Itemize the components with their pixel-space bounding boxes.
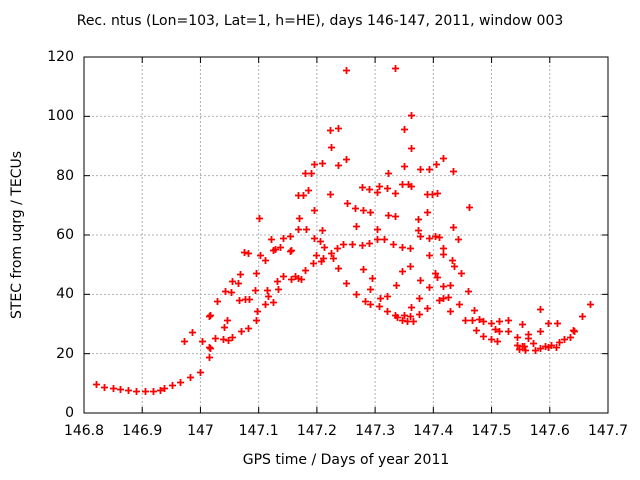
y-tick-label: 20 — [56, 345, 74, 362]
x-tick-label: 146.8 — [63, 423, 105, 439]
y-tick-label: 40 — [56, 286, 74, 303]
x-tick-label: 147.2 — [296, 423, 337, 439]
x-tick-label: 147.6 — [529, 423, 570, 439]
data-points-STEC — [93, 65, 594, 395]
y-tick-label: 100 — [47, 108, 74, 125]
y-tick-label: 0 — [65, 405, 74, 421]
y-axis-label: STEC from uqrg / TECUs — [9, 150, 25, 320]
chart-title: Rec. ntus (Lon=103, Lat=1, h=HE), days 1… — [76, 13, 564, 29]
x-axis-label: GPS time / Days of year 2011 — [242, 452, 450, 468]
grid-lines — [84, 57, 608, 413]
y-tick-label: 80 — [56, 167, 74, 184]
y-tick-label: 120 — [47, 49, 74, 65]
x-tick-label: 147.7 — [587, 423, 629, 439]
x-tick-label: 147.1 — [238, 423, 279, 439]
x-tick-label: 147.5 — [471, 423, 512, 439]
x-tick-label: 146.9 — [122, 423, 163, 439]
tick-marks — [83, 56, 609, 414]
x-tick-label: 147.3 — [355, 423, 396, 439]
x-tick-label: 147 — [187, 423, 214, 439]
x-tick-label: 147.4 — [413, 423, 454, 439]
y-tick-label: 60 — [56, 227, 74, 243]
